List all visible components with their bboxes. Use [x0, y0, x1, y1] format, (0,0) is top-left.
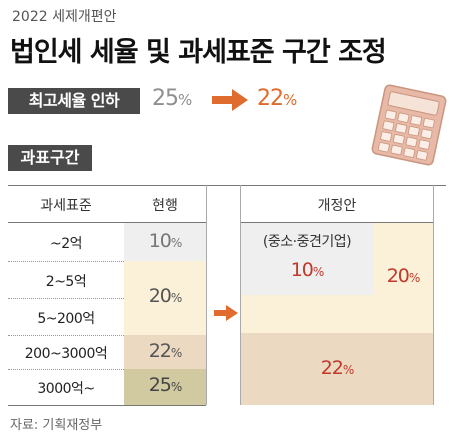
cell-current-10: [124, 223, 206, 261]
top-rate-badge: 최고세율 인하: [8, 88, 140, 114]
proposed-rate-value: 20: [386, 265, 410, 287]
header-line-proposed: [241, 222, 433, 223]
page-title: 법인세 세율 및 과세표준 구간 조정: [10, 37, 387, 68]
new-top-rate-unit: %: [283, 91, 297, 109]
old-top-rate: 25%: [152, 86, 192, 111]
proposed-left-border: [240, 185, 241, 405]
subtitle: 2022 세제개편안: [12, 9, 117, 25]
current-rate-value: 25: [148, 374, 172, 396]
proposed-rate-unit: %: [408, 271, 420, 285]
current-rate-20: 20%: [124, 285, 206, 307]
calculator-icon: [371, 84, 447, 166]
row-label: 2~5억: [45, 274, 87, 290]
current-rate-unit: %: [170, 236, 182, 250]
source-note: 자료: 기획재정부: [10, 418, 103, 433]
sme-label: (중소·중견기업): [262, 234, 352, 250]
cell-proposed-sme: [241, 223, 373, 295]
proposed-rate-unit: %: [312, 265, 324, 279]
current-rate-unit: %: [170, 291, 182, 305]
new-top-rate: 22%: [257, 86, 297, 111]
proposed-rate-sme: 10%: [241, 259, 373, 281]
col-header-bracket: 과세표준: [40, 198, 92, 214]
header-line-current: [8, 222, 206, 223]
new-top-rate-value: 22: [257, 86, 284, 111]
right-arrow-icon: [214, 305, 238, 321]
bottom-line: [8, 405, 206, 406]
cell-current-20: [124, 261, 206, 335]
right-arrow-icon: [212, 89, 248, 111]
row-sep: [8, 298, 124, 299]
current-rate-unit: %: [170, 346, 182, 360]
cell-current-22: [124, 335, 206, 369]
current-rate-10: 10%: [124, 230, 206, 252]
top-line: [8, 185, 446, 186]
row-sep: [8, 335, 124, 336]
current-rate-value: 20: [148, 285, 172, 307]
row-label: ~2억: [49, 236, 83, 252]
row-label: 200~3000억: [24, 346, 108, 362]
bracket-table: 과세표준 현행 개정안 ~2억 2~5억 5~200억 200~3000억 30…: [8, 185, 458, 407]
cell-proposed-22: [241, 333, 433, 405]
proposed-rate-20: 20%: [373, 265, 433, 287]
current-rate-25: 25%: [124, 374, 206, 396]
col-header-proposed: 개정안: [317, 198, 357, 214]
old-top-rate-value: 25: [152, 86, 179, 111]
proposed-rate-value: 10: [290, 259, 314, 281]
current-rate-unit: %: [170, 380, 182, 394]
row-sep: [8, 261, 124, 262]
row-label: 3000억~: [37, 381, 95, 397]
proposed-rate-22: 22%: [241, 357, 433, 379]
current-rate-value: 22: [148, 340, 172, 362]
col-header-current: 현행: [152, 198, 178, 214]
row-sep: [8, 369, 124, 370]
current-rate-value: 10: [148, 230, 172, 252]
current-right-border: [206, 185, 207, 405]
proposed-rate-value: 22: [320, 357, 344, 379]
bracket-badge: 과표구간: [8, 145, 92, 171]
cell-current-25: [124, 369, 206, 405]
current-rate-22: 22%: [124, 340, 206, 362]
proposed-rate-unit: %: [342, 363, 354, 377]
row-label: 5~200억: [37, 311, 95, 327]
old-top-rate-unit: %: [178, 91, 192, 109]
proposed-right-border: [433, 185, 434, 405]
